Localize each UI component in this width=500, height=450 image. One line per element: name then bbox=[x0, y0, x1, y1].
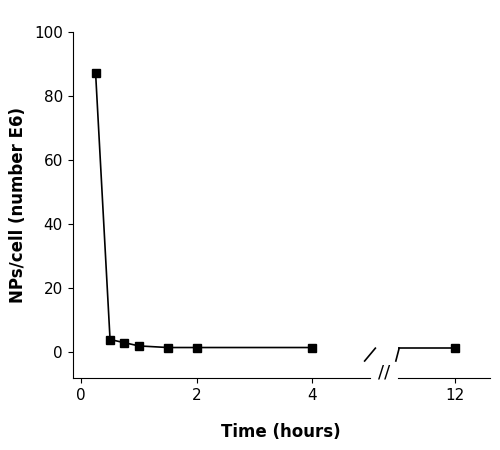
Text: //: // bbox=[378, 364, 390, 382]
Y-axis label: NPs/cell (number E6): NPs/cell (number E6) bbox=[9, 107, 27, 303]
Text: Time (hours): Time (hours) bbox=[222, 423, 341, 441]
